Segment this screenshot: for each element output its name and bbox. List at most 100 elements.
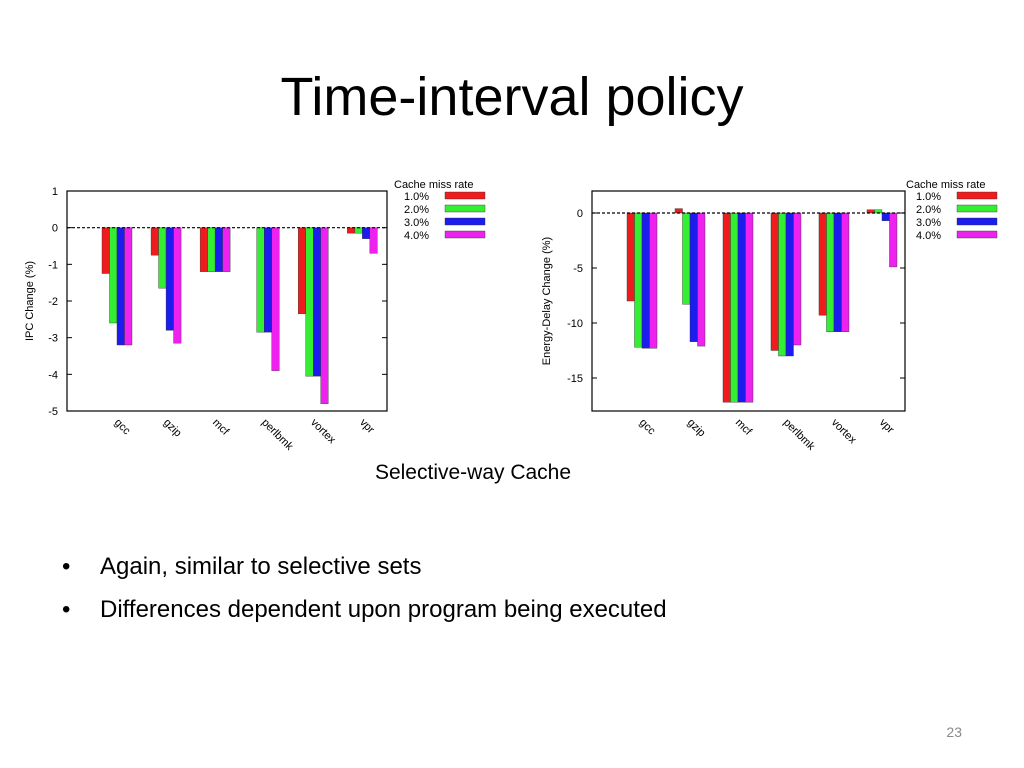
bar-vpr-4.0% — [369, 227, 378, 254]
x-tick-label: vortex — [829, 417, 859, 447]
x-tick-label: perlbmk — [781, 417, 818, 454]
bar-perlbmk-4.0% — [271, 227, 280, 371]
legend-swatch — [444, 204, 486, 213]
legend-swatch — [956, 217, 998, 226]
chart-caption: Selective-way Cache — [374, 461, 572, 484]
legend-label: 3.0% — [916, 217, 941, 229]
bar-vortex-3.0% — [313, 227, 321, 377]
energy-delay-chart: 0 -5 -10 -15 Energy-Delay Change (%) gcc gzip m… — [541, 179, 998, 454]
ipc-change-chart: 1 0 -1 -2 -3 -4 -5 IPC Change (%) gcc gzip mcf perl… — [24, 179, 486, 454]
y-tick-label: -4 — [48, 369, 58, 381]
x-tick-label: vpr — [877, 417, 897, 437]
y-tick-label: -2 — [48, 296, 58, 308]
bullet-item: • Again, similar to selective sets — [58, 545, 667, 588]
bar-perlbmk-2.0% — [778, 212, 787, 357]
bar-gcc-2.0% — [634, 212, 643, 348]
y-tick-label: -5 — [573, 263, 583, 275]
bar-gzip-4.0% — [173, 227, 182, 344]
page-number: 23 — [946, 724, 962, 740]
bar-gcc-2.0% — [109, 227, 118, 324]
bar-vortex-4.0% — [320, 227, 329, 404]
legend-swatch — [444, 217, 486, 226]
bar-vortex-3.0% — [833, 212, 842, 333]
bar-vpr-3.0% — [881, 212, 890, 221]
y-tick-label: -15 — [567, 373, 583, 385]
bar-vpr-4.0% — [889, 212, 898, 268]
bar-mcf-4.0% — [745, 212, 754, 403]
bar-vortex-1.0% — [298, 227, 306, 315]
bar-mcf-4.0% — [222, 227, 231, 272]
bar-mcf-2.0% — [207, 227, 216, 272]
y-tick-label: -3 — [48, 333, 58, 345]
y-tick-label: 1 — [52, 186, 58, 198]
slide-title: Time-interval policy — [280, 67, 744, 127]
legend-label: 3.0% — [404, 217, 429, 229]
bar-vortex-2.0% — [305, 227, 314, 377]
bar-gzip-2.0% — [158, 227, 167, 289]
bar-vortex-2.0% — [826, 212, 835, 333]
bar-gcc-3.0% — [641, 212, 650, 349]
x-tick-label: gcc — [112, 417, 133, 438]
legend-label: 2.0% — [404, 204, 429, 216]
legend-swatch — [444, 230, 486, 239]
bar-mcf-1.0% — [722, 212, 731, 403]
bar-gzip-2.0% — [682, 212, 691, 305]
x-tick-label: mcf — [210, 417, 232, 439]
y-tick-label: 0 — [52, 223, 58, 235]
bar-perlbmk-2.0% — [256, 227, 265, 333]
y-tick-label: -5 — [48, 406, 58, 418]
bar-perlbmk-1.0% — [770, 212, 779, 351]
bar-gcc-3.0% — [116, 227, 125, 346]
y-tick-label: -1 — [48, 259, 58, 271]
bar-vpr-1.0% — [347, 227, 356, 234]
bar-mcf-3.0% — [214, 227, 223, 272]
plot-frame — [591, 190, 906, 412]
bar-gcc-1.0% — [626, 212, 635, 302]
bar-gcc-4.0% — [124, 227, 133, 346]
bullet-text: Differences dependent upon program being… — [100, 596, 667, 623]
legend-swatch — [956, 230, 998, 239]
x-tick-label: gcc — [637, 417, 658, 438]
bar-vortex-1.0% — [818, 212, 827, 316]
bar-gzip-3.0% — [689, 212, 698, 342]
bar-perlbmk-4.0% — [793, 212, 802, 346]
x-tick-label: vortex — [308, 417, 338, 447]
x-tick-label: vpr — [357, 417, 377, 437]
x-tick-label: gzip — [161, 417, 184, 440]
x-tick-label: gzip — [685, 417, 708, 440]
legend-swatch — [444, 191, 486, 200]
bar-gzip-3.0% — [165, 227, 174, 331]
bar-vpr-3.0% — [362, 227, 371, 239]
legend-label: 1.0% — [916, 191, 941, 203]
bar-mcf-1.0% — [199, 227, 208, 272]
legend-swatch — [956, 191, 998, 200]
bar-vpr-2.0% — [354, 227, 363, 234]
bar-gcc-1.0% — [101, 227, 110, 274]
legend-label: 4.0% — [916, 230, 941, 242]
bullet-list: • Again, similar to selective sets • Diffe… — [58, 545, 667, 631]
x-tick-label: perlbmk — [259, 417, 296, 454]
legend-label: 2.0% — [916, 204, 941, 216]
legend-swatch — [956, 204, 998, 213]
legend-label: 4.0% — [404, 230, 429, 242]
bar-gzip-1.0% — [150, 227, 159, 256]
legend-label: 1.0% — [404, 191, 429, 203]
bar-mcf-2.0% — [730, 212, 739, 403]
bar-mcf-3.0% — [737, 212, 746, 403]
y-axis-label: Energy-Delay Change (%) — [541, 237, 553, 365]
bar-gzip-1.0% — [674, 208, 683, 214]
y-axis-label: IPC Change (%) — [24, 261, 36, 341]
bullet-dot-icon: • — [62, 553, 71, 580]
legend-title: Cache miss rate — [394, 179, 473, 191]
bullet-text: Again, similar to selective sets — [100, 553, 422, 580]
bullet-dot-icon: • — [62, 596, 71, 623]
legend-title: Cache miss rate — [906, 179, 985, 191]
bar-vortex-4.0% — [841, 212, 850, 333]
y-tick-label: -10 — [567, 318, 583, 330]
bullet-item: • Differences dependent upon program bein… — [58, 588, 667, 631]
bar-gzip-4.0% — [697, 212, 706, 347]
bar-perlbmk-3.0% — [264, 227, 272, 333]
y-tick-label: 0 — [577, 208, 583, 220]
bar-perlbmk-3.0% — [785, 212, 794, 357]
